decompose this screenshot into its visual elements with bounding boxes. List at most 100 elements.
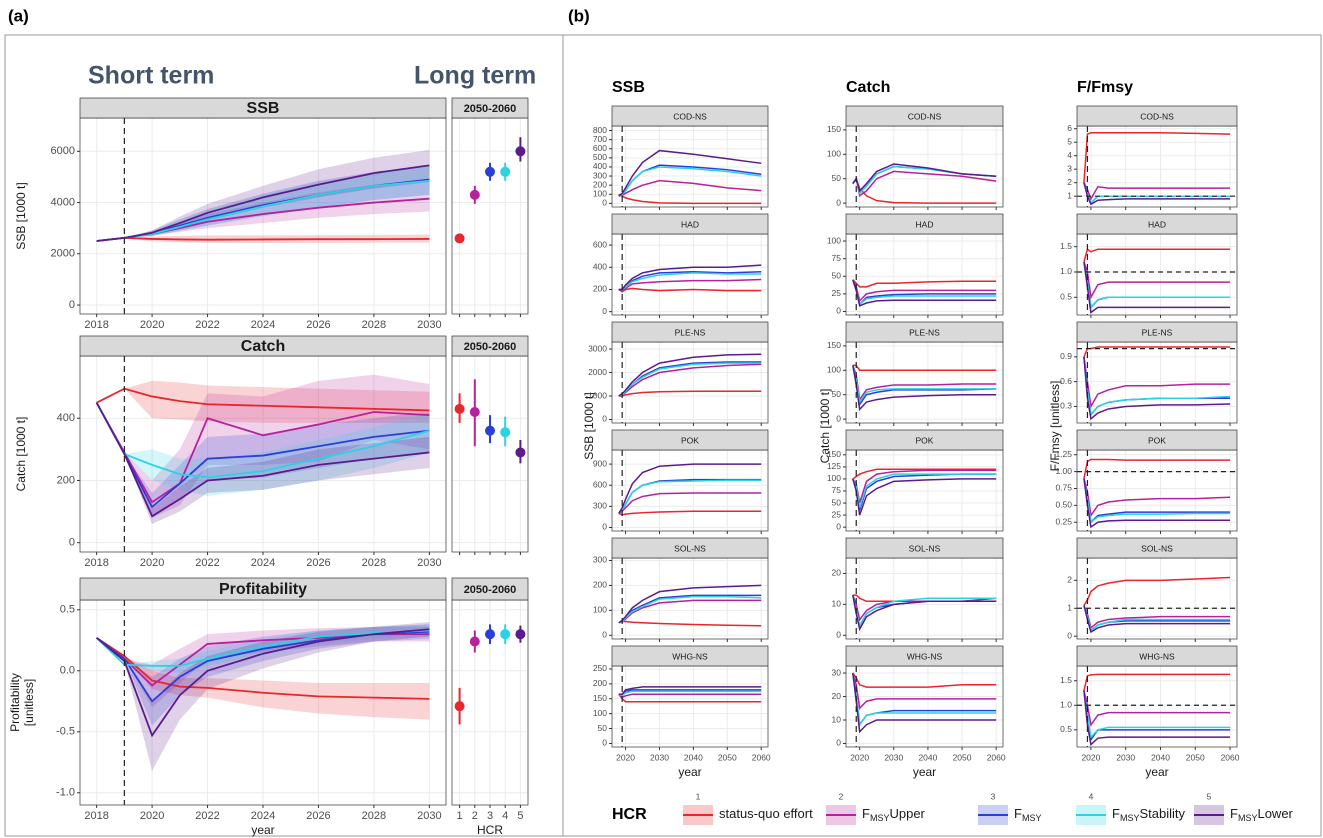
line-series <box>1083 478 1231 524</box>
y-tick-label: 0 <box>69 299 75 311</box>
x-tick-label: 2022 <box>195 319 219 331</box>
legend-label-text: status-quo effort <box>719 806 813 821</box>
y-tick-label: 200 <box>593 580 607 590</box>
line-series <box>1083 690 1231 747</box>
line-series <box>852 594 997 632</box>
strip-title: SOL-NS <box>1141 543 1173 553</box>
x-tick-label: 2050 <box>953 752 972 762</box>
y-tick-label: 0 <box>602 630 607 640</box>
y-tick-label: 4 <box>1067 150 1072 160</box>
short-term-heading: Short term <box>88 62 214 90</box>
line-series <box>618 149 762 197</box>
point <box>454 701 465 712</box>
y-tick-label: 300 <box>593 555 607 565</box>
y-tick-label: 1 <box>1067 190 1072 200</box>
strip-title: SOL-NS <box>674 543 706 553</box>
legend-label-text: F <box>1230 806 1238 821</box>
point <box>500 427 511 438</box>
plot-background <box>1077 666 1237 747</box>
x-tick-label: 1 <box>457 810 463 822</box>
strip-title: COD-NS <box>908 111 942 121</box>
strip <box>845 537 1004 559</box>
line-series <box>852 279 997 288</box>
y-tick-label: 0 <box>836 306 841 316</box>
y-tick-label: 5 <box>1067 136 1072 146</box>
y-tick-label: 0 <box>602 198 607 208</box>
x-tick-label: 2040 <box>918 752 937 762</box>
y-tick-label: 0 <box>836 413 841 423</box>
x-tick-label: 2040 <box>684 752 703 762</box>
plot-background <box>846 666 1003 747</box>
y-tick-label: 400 <box>57 412 75 424</box>
band <box>96 637 430 720</box>
plot-background <box>612 558 768 639</box>
y-tick-label: 3 <box>1067 163 1072 173</box>
line-series <box>618 278 762 292</box>
line-series <box>1083 605 1231 634</box>
x-axis-label: HCR <box>477 823 503 837</box>
plot-background <box>1077 234 1237 315</box>
line-series <box>95 402 430 504</box>
line-series <box>852 364 997 372</box>
y-tick-label: 25 <box>832 288 842 298</box>
y-tick-label: 50 <box>832 497 842 507</box>
line-series <box>618 479 762 514</box>
line-series <box>852 279 997 303</box>
y-tick-label: 50 <box>598 723 608 733</box>
line-series <box>618 693 762 703</box>
band <box>96 165 430 241</box>
legend-number: 1 <box>696 791 701 801</box>
x-tick-label: 2020 <box>140 557 164 569</box>
long-term-heading: Long term <box>414 62 536 90</box>
line-series <box>618 510 762 516</box>
point <box>485 425 495 436</box>
x-axis-label: year <box>913 765 936 779</box>
legend-label-text: F <box>1014 806 1022 821</box>
y-tick-label: 0 <box>836 630 841 640</box>
y-tick-label: 1.00 <box>1055 466 1072 476</box>
x-axis-label: year <box>251 823 274 837</box>
strip <box>845 213 1004 235</box>
line-series <box>96 164 430 242</box>
x-tick-label: 2020 <box>140 810 164 822</box>
point <box>515 146 526 157</box>
line-series <box>1083 132 1231 183</box>
y-tick-label: 600 <box>593 479 607 489</box>
line-series <box>618 179 762 197</box>
line-series <box>96 387 430 412</box>
line-series <box>618 584 762 624</box>
strip <box>845 429 1004 451</box>
y-tick-label: 700 <box>593 134 607 144</box>
strip <box>1076 213 1238 235</box>
strip-title: POK <box>1148 435 1166 445</box>
strip-title: Profitability <box>219 581 307 598</box>
y-tick-label: 0.5 <box>1060 292 1072 302</box>
column-heading: F/Fmsy <box>1077 79 1133 96</box>
point <box>485 629 495 640</box>
y-tick-label: 0 <box>69 537 75 549</box>
y-tick-label: 800 <box>593 125 607 135</box>
x-tick-label: 2030 <box>1116 752 1135 762</box>
x-tick-label: 2060 <box>752 752 771 762</box>
x-tick-label: 2020 <box>850 752 869 762</box>
legend-number: 3 <box>991 791 996 801</box>
y-tick-label: 25 <box>832 509 842 519</box>
line-series <box>618 492 762 515</box>
legend-label-text: F <box>1112 806 1120 821</box>
strip-title: WHG-NS <box>672 651 708 661</box>
legend-label: FMSYStability <box>1112 806 1185 823</box>
line-series <box>96 237 430 242</box>
y-axis-label: Catch [1000 t] <box>14 417 28 492</box>
y-tick-label: 0.5 <box>1060 724 1072 734</box>
strip-title: 2050-2060 <box>464 584 517 596</box>
band <box>96 402 430 518</box>
legend-number: 2 <box>839 791 844 801</box>
strip-title: HAD <box>681 219 699 229</box>
legend-label-sub: MSY <box>1120 813 1140 823</box>
line-series <box>1083 356 1231 417</box>
line-series <box>1083 478 1231 529</box>
strip <box>451 577 529 601</box>
y-tick-label: 75 <box>832 485 842 495</box>
line-series <box>1083 356 1231 409</box>
x-tick-label: 2018 <box>84 810 108 822</box>
